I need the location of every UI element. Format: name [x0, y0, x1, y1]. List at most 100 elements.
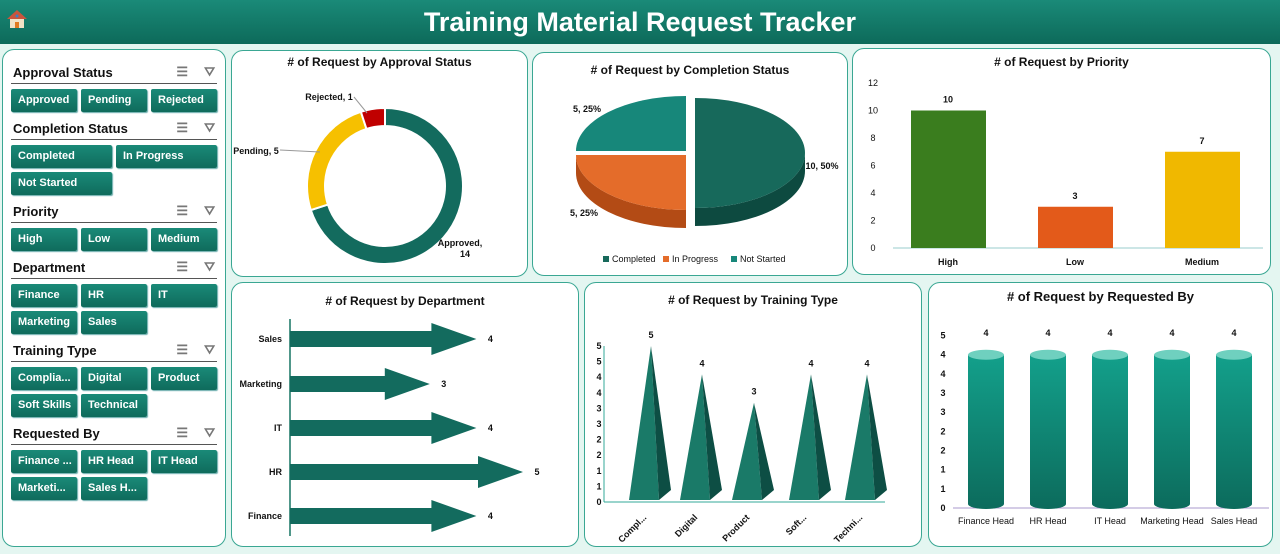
data-label: 10 [943, 95, 953, 105]
multi-select-icon[interactable]: ☰ [176, 342, 189, 357]
pyramid-1 [680, 374, 710, 500]
slicer-button[interactable]: In Progress [116, 145, 217, 168]
y-tick-label: 2 [940, 446, 945, 456]
y-tick-label: 10 [868, 106, 878, 116]
clear-filter-icon[interactable]: ⛛ [204, 259, 215, 274]
slicer-button[interactable]: Product [151, 367, 217, 390]
x-tick-label: Marketing Head [1140, 516, 1204, 526]
data-label: 4 [1169, 328, 1174, 338]
x-tick-label: Techni... [832, 512, 864, 544]
pie-side [695, 153, 805, 226]
slicer-header: Completion Status ☰ ⛛ [11, 116, 217, 140]
chart-title: # of Request by Completion Status [590, 63, 790, 77]
slicer-button[interactable]: Marketi... [11, 477, 77, 500]
arrow-bar-marketing [290, 368, 430, 400]
data-label: Approved, [438, 238, 483, 248]
x-tick-label: Finance Head [958, 516, 1014, 526]
pie-slice-in-progress [576, 155, 686, 210]
y-tick-label: 3 [596, 403, 601, 413]
slicer-header: Approval Status ☰ ⛛ [11, 60, 217, 84]
y-tick-label: Marketing [239, 379, 282, 389]
slicer-button[interactable]: Sales [81, 311, 147, 334]
slicer-button[interactable]: Rejected [151, 89, 217, 112]
slicer-button[interactable]: IT [151, 284, 217, 307]
multi-select-icon[interactable]: ☰ [176, 203, 189, 218]
cylinder-1 [1030, 354, 1066, 509]
slicer-button[interactable]: Sales H... [81, 477, 147, 500]
slicer-title: Completion Status [13, 120, 128, 136]
y-tick-label: 3 [940, 407, 945, 417]
slicer-title: Training Type [13, 342, 97, 358]
bar-low [1038, 206, 1113, 248]
slicer-button[interactable]: Marketing [11, 311, 77, 334]
clear-filter-icon[interactable]: ⛛ [204, 342, 215, 357]
multi-select-icon[interactable]: ☰ [176, 425, 189, 440]
y-tick-label: 1 [596, 481, 601, 491]
data-label: 4 [1231, 328, 1236, 338]
donut-slice-approved [309, 106, 464, 265]
slicer-button[interactable]: High [11, 228, 77, 251]
pie-side [576, 155, 686, 228]
slicer-button[interactable]: Soft Skills [11, 394, 77, 417]
multi-select-icon[interactable]: ☰ [176, 259, 189, 274]
y-tick-label: 0 [596, 497, 601, 507]
x-tick-label: Low [1066, 257, 1085, 267]
x-tick-label: IT Head [1094, 516, 1126, 526]
x-tick-label: High [938, 257, 958, 267]
clear-filter-icon[interactable]: ⛛ [204, 64, 215, 79]
leader-line [279, 149, 321, 153]
x-tick-label: Soft... [784, 512, 809, 537]
data-label: 4 [864, 358, 869, 368]
bar-medium [1165, 151, 1240, 248]
y-tick-label: 2 [596, 450, 601, 460]
clear-filter-icon[interactable]: ⛛ [204, 203, 215, 218]
clear-filter-icon[interactable]: ⛛ [204, 120, 215, 135]
x-tick-label: Compl... [616, 512, 648, 544]
data-label: 4 [1045, 328, 1050, 338]
y-tick-label: 4 [596, 372, 601, 382]
slicer-button[interactable]: Completed [11, 145, 112, 168]
data-label: 4 [1107, 328, 1112, 338]
slicer-button[interactable]: IT Head [151, 450, 217, 473]
home-icon[interactable] [6, 8, 28, 30]
arrow-bar-finance [290, 500, 477, 532]
y-tick-label: 0 [940, 503, 945, 513]
data-label: 4 [699, 358, 704, 368]
multi-select-icon[interactable]: ☰ [176, 64, 189, 79]
x-tick-label: Product [720, 512, 751, 543]
y-tick-label: Sales [258, 334, 282, 344]
x-tick-label: Sales Head [1211, 516, 1258, 526]
bar-high [911, 110, 986, 248]
multi-select-icon[interactable]: ☰ [176, 120, 189, 135]
slicer-button[interactable]: Finance ... [11, 450, 77, 473]
pyramid-side [811, 374, 831, 500]
y-tick-label: 5 [940, 331, 945, 341]
slicer-title: Department [13, 259, 86, 275]
slicer-button[interactable]: Not Started [11, 172, 112, 195]
y-tick-label: Finance [248, 511, 282, 521]
y-tick-label: 12 [868, 78, 878, 88]
pyramid-4 [845, 374, 875, 500]
chart-title: # of Request by Priority [994, 55, 1129, 69]
pyramid-side [651, 346, 671, 500]
cylinder-3 [1154, 354, 1190, 509]
y-tick-label: 3 [940, 388, 945, 398]
data-label: 10, 50% [805, 161, 838, 171]
slicer-button[interactable]: Digital [81, 367, 147, 390]
y-tick-label: 5 [596, 357, 601, 367]
header: Training Material Request Tracker [0, 0, 1280, 44]
clear-filter-icon[interactable]: ⛛ [204, 425, 215, 440]
arrow-bar-it [290, 412, 477, 444]
cylinder-top [1154, 349, 1190, 360]
data-label: Pending, 5 [233, 146, 279, 156]
slicer-button[interactable]: Pending [81, 89, 147, 112]
slicer-button[interactable]: Complia... [11, 367, 77, 390]
slicer-button[interactable]: HR Head [81, 450, 147, 473]
slicer-button[interactable]: Low [81, 228, 147, 251]
slicer-button[interactable]: Finance [11, 284, 77, 307]
slicer-button[interactable]: HR [81, 284, 147, 307]
slicer-button[interactable]: Medium [151, 228, 217, 251]
slicer-button[interactable]: Technical [81, 394, 147, 417]
slicer-button[interactable]: Approved [11, 89, 77, 112]
data-label: 4 [488, 334, 493, 344]
